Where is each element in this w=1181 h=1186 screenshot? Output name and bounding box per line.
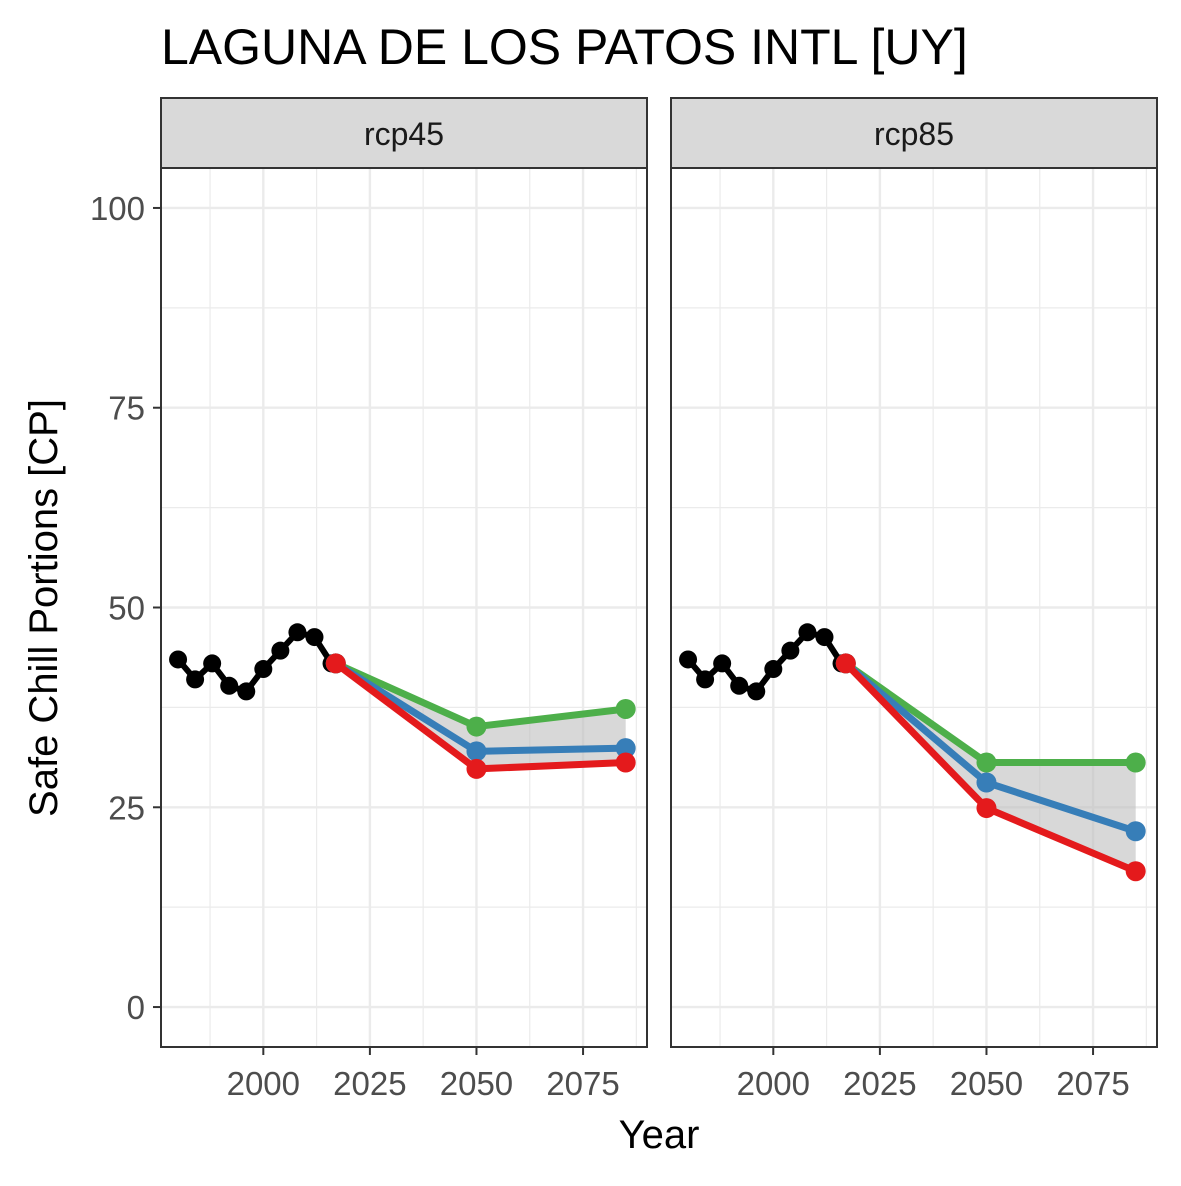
series-point-high (615, 698, 636, 719)
historical-point (696, 670, 715, 689)
series-point-low (1125, 861, 1146, 882)
chart-title: LAGUNA DE LOS PATOS INTL [UY] (161, 19, 968, 75)
panel-rcp45: rcp45 2000 2025 2050 2075 0 25 50 75 100 (90, 97, 648, 1102)
y-tick-label: 100 (90, 190, 145, 227)
facet-strip (160, 97, 648, 169)
panel-rcp85: rcp85 2000 2025 2050 2075 (670, 97, 1158, 1102)
historical-point (254, 660, 273, 679)
historical-point (713, 654, 732, 673)
historical-point (186, 670, 205, 689)
historical-point (237, 682, 256, 701)
historical-point (288, 623, 307, 642)
y-tick-label: 0 (127, 989, 145, 1026)
x-tick-label: 2050 (950, 1065, 1023, 1102)
y-tick-label: 25 (108, 789, 145, 826)
panel-border (670, 167, 1158, 1048)
panels-layer: rcp45 2000 2025 2050 2075 0 25 50 75 100 rcp85 2000… (90, 97, 1158, 1102)
series-point-low (325, 653, 346, 674)
x-tick-label: 2000 (737, 1065, 810, 1102)
historical-point (798, 623, 817, 642)
historical-point (747, 682, 766, 701)
historical-point (271, 641, 290, 660)
series-point-mid (466, 741, 487, 762)
y-axis-label: Safe Chill Portions [CP] (22, 399, 66, 817)
projection-ribbon (335, 663, 626, 769)
series-point-high (976, 752, 997, 773)
historical-point (220, 676, 239, 695)
historical-point (169, 650, 188, 669)
x-tick-label: 2050 (440, 1065, 513, 1102)
series-point-mid (1125, 821, 1146, 842)
series-point-low (835, 653, 856, 674)
historical-point (679, 650, 698, 669)
series-point-low (615, 752, 636, 773)
series-point-high (466, 716, 487, 737)
series-point-high (1125, 752, 1146, 773)
series-point-mid (976, 772, 997, 793)
y-tick-label: 75 (108, 390, 145, 427)
x-tick-label: 2025 (843, 1065, 916, 1102)
facet-strip (670, 97, 1158, 169)
historical-point (815, 628, 834, 647)
historical-point (764, 660, 783, 679)
historical-point (781, 641, 800, 660)
historical-point (203, 654, 222, 673)
x-tick-label: 2075 (1056, 1065, 1129, 1102)
historical-point (730, 676, 749, 695)
x-axis-label: Year (619, 1113, 700, 1157)
facet-strip-label: rcp85 (874, 116, 954, 152)
x-tick-label: 2075 (546, 1065, 619, 1102)
x-tick-label: 2000 (227, 1065, 300, 1102)
y-tick-label: 50 (108, 590, 145, 627)
series-point-low (976, 798, 997, 819)
x-tick-label: 2025 (333, 1065, 406, 1102)
series-point-mid (615, 738, 636, 759)
historical-point (305, 628, 324, 647)
series-point-low (466, 758, 487, 779)
facet-strip-label: rcp45 (364, 116, 444, 152)
